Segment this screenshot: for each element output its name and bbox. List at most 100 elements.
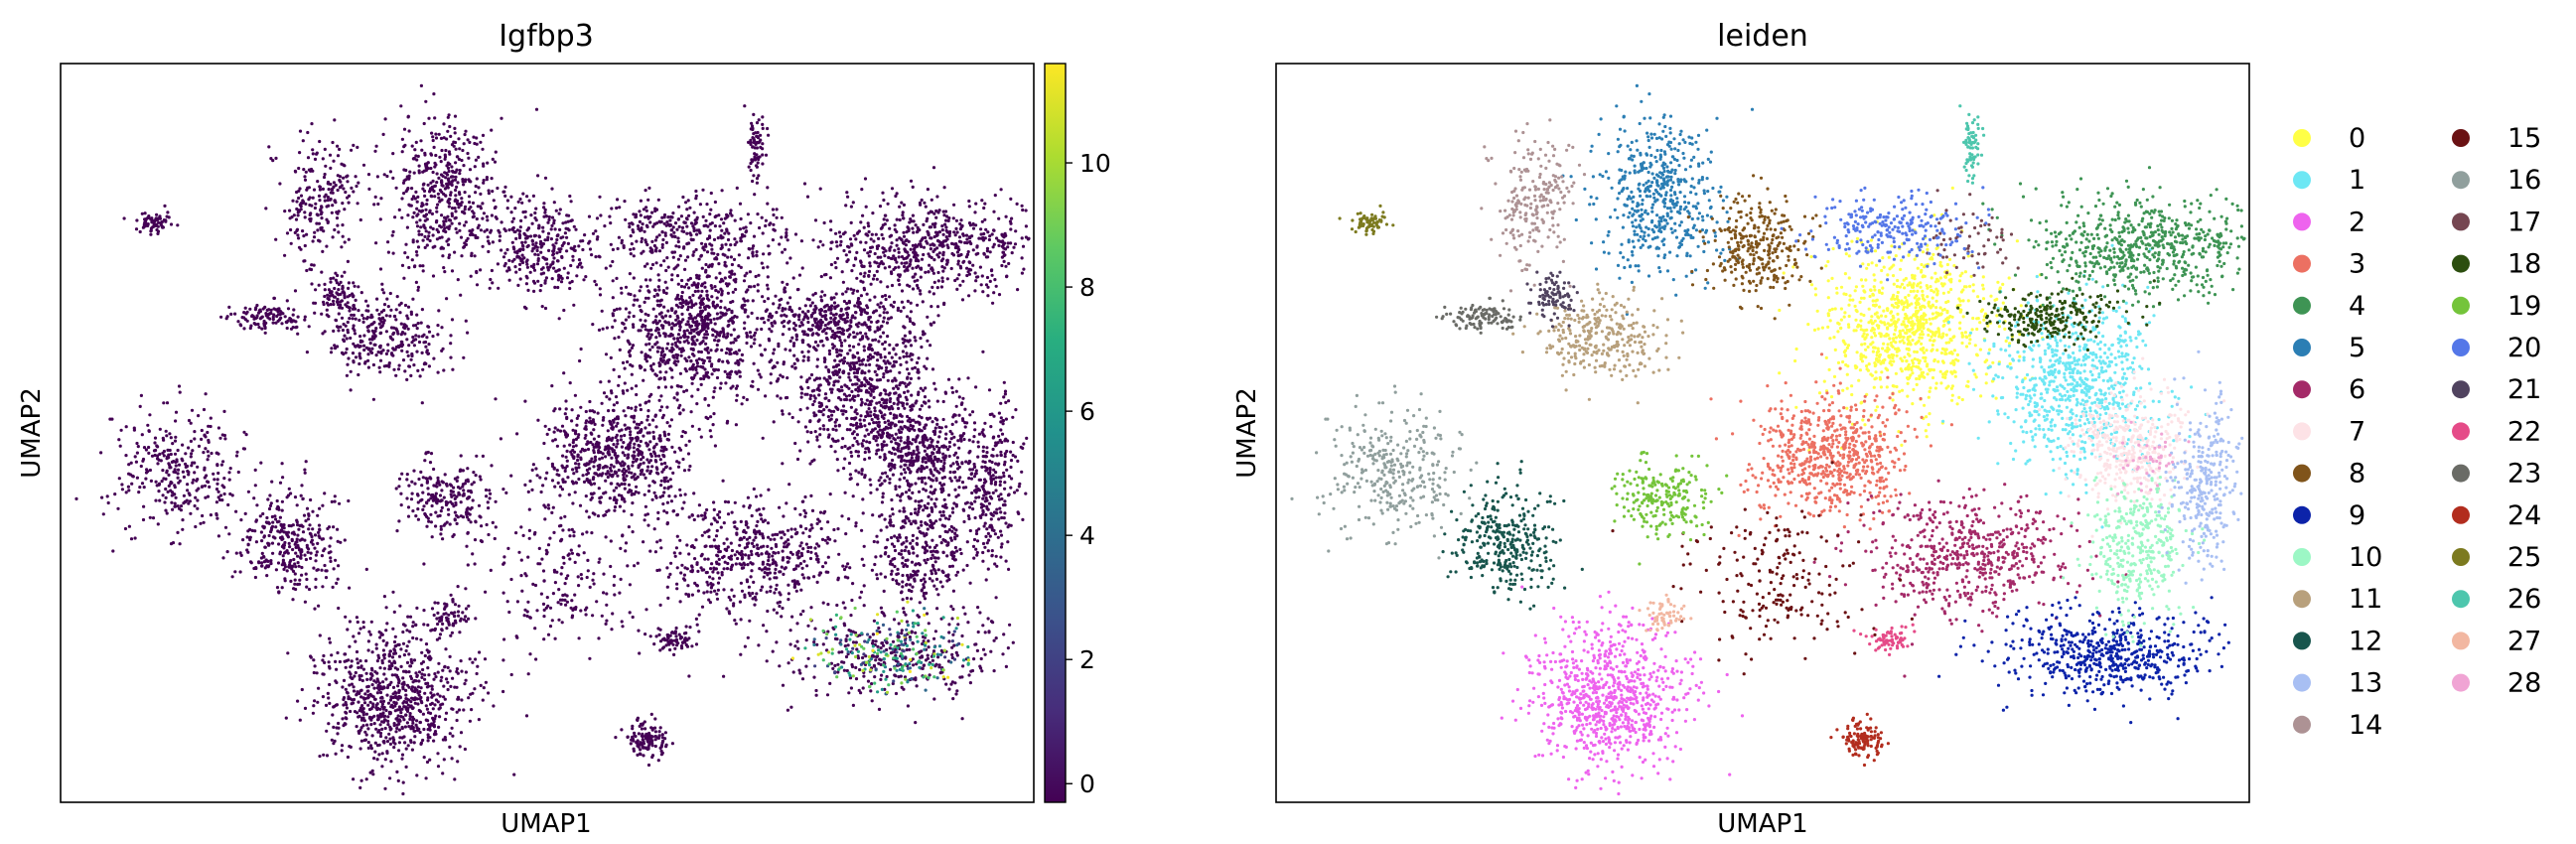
scatter-point bbox=[373, 149, 377, 153]
scatter-point bbox=[645, 458, 649, 462]
scatter-point bbox=[751, 299, 755, 303]
scatter-point bbox=[628, 311, 632, 315]
scatter-point bbox=[923, 426, 927, 430]
scatter-point bbox=[463, 682, 467, 686]
scatter-point bbox=[821, 601, 825, 605]
scatter-point bbox=[534, 467, 538, 471]
scatter-point bbox=[952, 471, 956, 475]
scatter-point bbox=[811, 402, 815, 407]
scatter-point bbox=[775, 611, 780, 615]
scatter-point bbox=[944, 262, 949, 266]
scatter-point bbox=[655, 540, 659, 544]
scatter-point bbox=[471, 201, 476, 205]
scatter-point bbox=[795, 580, 799, 584]
scatter-point bbox=[982, 231, 986, 236]
scatter-point bbox=[415, 220, 419, 224]
scatter-point bbox=[441, 738, 445, 742]
scatter-point bbox=[328, 640, 332, 644]
scatter-point bbox=[851, 345, 856, 349]
scatter-point bbox=[860, 188, 864, 192]
scatter-point bbox=[822, 408, 826, 412]
scatter-point bbox=[765, 630, 769, 633]
scatter-point bbox=[458, 168, 462, 173]
scatter-point bbox=[376, 730, 380, 734]
scatter-point bbox=[441, 668, 445, 672]
scatter-point bbox=[479, 228, 483, 232]
scatter-point bbox=[419, 225, 423, 229]
scatter-point bbox=[898, 356, 902, 360]
scatter-point bbox=[974, 202, 978, 206]
scatter-point bbox=[434, 714, 438, 718]
scatter-point bbox=[766, 287, 770, 291]
scatter-point bbox=[662, 476, 666, 481]
scatter-point bbox=[971, 248, 975, 252]
scatter-point bbox=[981, 290, 985, 294]
scatter-point bbox=[874, 452, 879, 456]
scatter-point bbox=[719, 381, 723, 385]
scatter-point bbox=[839, 239, 843, 243]
scatter-point bbox=[594, 283, 599, 287]
scatter-point bbox=[321, 672, 325, 676]
scatter-point bbox=[700, 552, 704, 557]
scatter-point bbox=[378, 731, 383, 736]
scatter-point bbox=[945, 214, 949, 218]
scatter-point bbox=[760, 517, 764, 521]
scatter-point bbox=[562, 371, 566, 375]
scatter-point bbox=[755, 524, 759, 528]
scatter-point bbox=[328, 666, 332, 670]
scatter-point bbox=[784, 566, 787, 570]
scatter-point bbox=[952, 443, 956, 447]
scatter-point bbox=[550, 479, 555, 483]
scatter-point bbox=[534, 107, 539, 111]
scatter-point bbox=[776, 601, 780, 605]
scatter-point bbox=[431, 170, 435, 175]
scatter-point bbox=[715, 592, 719, 596]
scatter-point bbox=[647, 394, 651, 398]
scatter-point bbox=[412, 211, 416, 214]
scatter-point bbox=[453, 216, 457, 220]
scatter-point bbox=[854, 423, 858, 427]
scatter-point bbox=[485, 214, 489, 218]
scatter-point bbox=[394, 701, 398, 706]
scatter-point bbox=[577, 433, 581, 437]
scatter-point bbox=[861, 497, 865, 501]
scatter-point bbox=[654, 425, 658, 429]
scatter-point bbox=[1001, 234, 1005, 238]
scatter-point bbox=[381, 714, 386, 719]
scatter-point bbox=[972, 435, 976, 439]
scatter-point bbox=[690, 394, 694, 398]
scatter-point bbox=[437, 661, 441, 665]
scatter-point bbox=[390, 673, 394, 677]
scatter-point bbox=[588, 399, 592, 404]
scatter-point bbox=[681, 408, 685, 412]
scatter-point bbox=[906, 367, 910, 371]
scatter-point bbox=[644, 296, 648, 300]
scatter-point bbox=[363, 730, 367, 734]
scatter-point bbox=[724, 381, 728, 385]
scatter-point bbox=[724, 282, 729, 286]
scatter-point bbox=[715, 343, 719, 348]
scatter-point bbox=[347, 658, 351, 662]
scatter-point bbox=[583, 436, 587, 440]
scatter-point bbox=[610, 456, 614, 460]
scatter-point bbox=[432, 92, 436, 96]
scatter-point bbox=[958, 222, 962, 226]
scatter-point bbox=[865, 398, 869, 402]
scatter-point bbox=[432, 145, 436, 149]
scatter-point bbox=[564, 399, 568, 403]
scatter-point bbox=[421, 187, 425, 191]
scatter-point bbox=[889, 426, 893, 430]
scatter-point bbox=[737, 349, 742, 352]
scatter-point bbox=[432, 693, 436, 697]
scatter-point bbox=[800, 566, 804, 570]
scatter-point bbox=[411, 621, 415, 625]
scatter-point bbox=[386, 719, 390, 724]
scatter-point bbox=[873, 386, 877, 390]
scatter-point bbox=[907, 382, 911, 386]
scatter-point bbox=[616, 439, 620, 443]
scatter-point bbox=[856, 389, 860, 393]
scatter-point bbox=[684, 443, 688, 447]
scatter-point bbox=[875, 534, 879, 538]
scatter-point bbox=[753, 284, 757, 288]
scatter-point bbox=[659, 394, 663, 398]
